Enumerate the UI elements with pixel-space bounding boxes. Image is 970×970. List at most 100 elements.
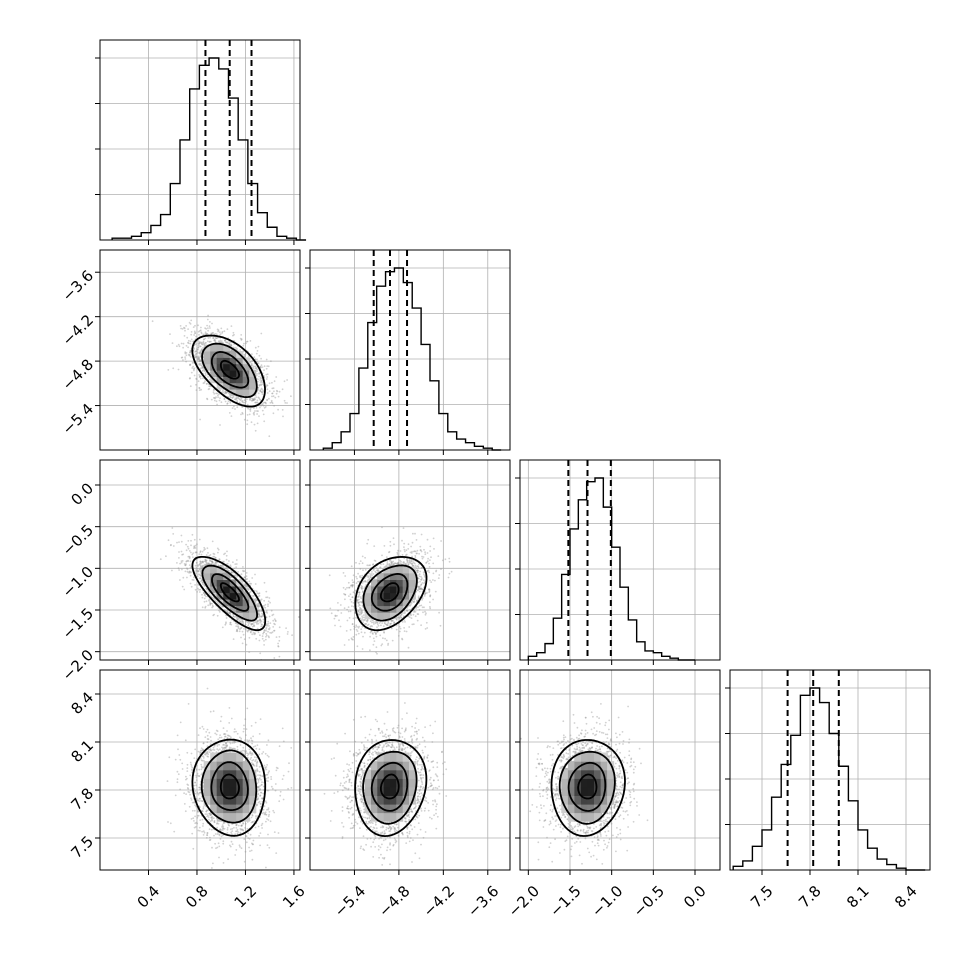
scatter-point: [206, 318, 209, 321]
scatter-point: [422, 571, 425, 574]
scatter-point: [243, 583, 246, 585]
scatter-point: [223, 339, 226, 342]
scatter-point: [181, 553, 184, 556]
scatter-point: [183, 588, 186, 591]
scatter-point: [258, 373, 260, 375]
panel-frame: [99, 39, 301, 241]
scatter-point: [226, 341, 229, 344]
scatter-point: [225, 617, 228, 619]
scatter-point: [213, 397, 216, 399]
scatter-point: [250, 631, 252, 634]
scatter-point: [249, 631, 252, 633]
scatter-point: [216, 337, 218, 339]
scatter-point: [195, 562, 198, 564]
scatter-point: [212, 389, 215, 391]
scatter-point: [202, 592, 205, 594]
scatter-point: [243, 342, 245, 345]
scatter-point: [265, 596, 267, 599]
scatter-point: [198, 591, 201, 593]
scatter-point: [408, 561, 411, 564]
scatter-point: [357, 580, 359, 583]
scatter-point: [172, 367, 175, 370]
scatter-point: [359, 575, 361, 577]
scatter-point: [205, 561, 208, 564]
scatter-point: [256, 410, 258, 412]
scatter-point: [197, 587, 199, 590]
scatter-point: [199, 362, 202, 365]
scatter-point: [185, 352, 188, 354]
scatter-point: [203, 594, 206, 596]
density-cell: [216, 572, 224, 580]
histogram-steps: [732, 687, 926, 871]
scatter-point: [243, 576, 246, 579]
scatter-point: [259, 652, 262, 655]
scatter-point: [257, 613, 260, 616]
scatter-point: [189, 356, 192, 358]
scatter-point: [193, 546, 196, 549]
scatter-point: [256, 603, 259, 606]
scatter-point: [198, 538, 201, 541]
scatter-point: [265, 623, 268, 625]
scatter-point: [213, 597, 216, 600]
scatter-point: [205, 332, 208, 335]
scatter-point: [258, 639, 261, 642]
scatter-point: [201, 348, 204, 351]
scatter-point: [375, 635, 378, 638]
scatter-point: [259, 366, 262, 368]
scatter-point: [232, 331, 235, 334]
scatter-point: [258, 595, 261, 597]
scatter-point: [198, 577, 201, 580]
scatter-point: [199, 566, 202, 569]
scatter-point: [262, 390, 265, 393]
scatter-point: [252, 412, 255, 415]
scatter-point: [206, 563, 209, 566]
scatter-point: [244, 576, 247, 579]
density-cell: [203, 363, 211, 371]
scatter-point: [189, 570, 191, 573]
scatter-point: [429, 550, 431, 552]
scatter-point: [181, 328, 184, 330]
scatter-point: [239, 628, 241, 630]
scatter-point: [247, 587, 249, 590]
scatter-point: [181, 560, 184, 562]
scatter-point: [218, 609, 220, 612]
scatter-point: [428, 590, 431, 592]
scatter-point: [261, 391, 263, 394]
scatter-point: [259, 398, 261, 401]
scatter-point: [189, 574, 192, 577]
scatter-point: [212, 337, 215, 340]
scatter-point: [265, 358, 268, 361]
scatter-point: [217, 329, 220, 332]
scatter-point: [210, 332, 213, 335]
scatter-point: [184, 358, 187, 360]
scatter-point: [261, 613, 264, 616]
scatter-point: [255, 367, 257, 370]
scatter-point: [182, 359, 184, 361]
scatter-point: [177, 567, 180, 570]
scatter-point: [250, 362, 253, 365]
scatter-point: [184, 564, 187, 567]
scatter-point: [199, 418, 202, 421]
scatter-point: [195, 348, 198, 350]
scatter-point: [184, 356, 187, 358]
scatter-point: [201, 567, 204, 569]
scatter-point: [256, 370, 258, 372]
scatter-point: [207, 337, 210, 339]
scatter-point: [199, 563, 201, 565]
scatter-point: [189, 377, 191, 379]
scatter-point: [275, 392, 278, 395]
scatter-point: [263, 406, 266, 409]
scatter-point: [278, 635, 281, 638]
scatter-point: [246, 588, 248, 590]
scatter-point: [221, 605, 223, 608]
density-cell: [229, 363, 237, 371]
scatter-point: [238, 401, 241, 404]
scatter-point: [232, 334, 234, 337]
scatter-point: [265, 629, 267, 632]
scatter-point: [267, 620, 270, 623]
scatter-point: [256, 401, 258, 404]
scatter-point: [185, 549, 188, 552]
scatter-point: [257, 602, 260, 604]
scatter-point: [240, 573, 243, 576]
scatter-point: [419, 585, 422, 587]
